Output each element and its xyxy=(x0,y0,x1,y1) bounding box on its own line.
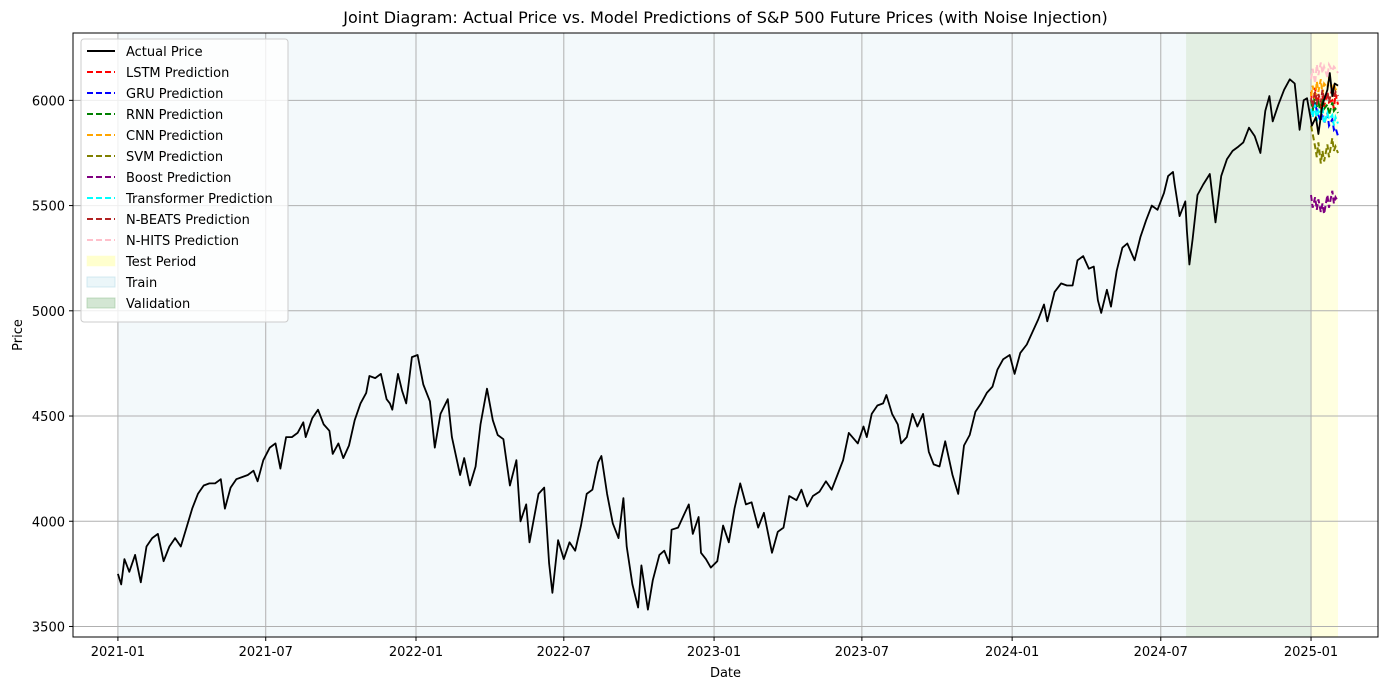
x-tick-label: 2024-07 xyxy=(1134,645,1188,660)
actual-price-line xyxy=(117,72,1339,611)
y-axis-ticks: 3500 4000 4500 5000 5500 6000 xyxy=(32,94,73,635)
series-svm-prediction xyxy=(1310,125,1339,164)
x-tick-label: 2021-01 xyxy=(91,645,145,660)
y-axis-label: Price xyxy=(11,319,26,351)
region-test-period xyxy=(1311,33,1338,637)
y-tick-label: 4500 xyxy=(32,410,65,425)
legend: Actual Price LSTM Prediction GRU Predictio… xyxy=(80,38,289,323)
legend-label: LSTM Prediction xyxy=(126,66,229,81)
plot-frame xyxy=(72,32,1379,638)
legend-swatch xyxy=(86,297,116,309)
series-gru-prediction xyxy=(1310,102,1339,137)
x-tick-label: 2023-07 xyxy=(835,645,889,660)
x-tick-label: 2022-07 xyxy=(537,645,591,660)
x-tick-label: 2024-01 xyxy=(985,645,1039,660)
x-axis-label: Date xyxy=(710,666,741,681)
legend-label: CNN Prediction xyxy=(126,129,223,144)
actual-price-series xyxy=(117,72,1339,611)
x-tick-label: 2023-01 xyxy=(687,645,741,660)
y-tick-label: 6000 xyxy=(32,94,65,109)
y-tick-label: 5000 xyxy=(32,305,65,320)
series-n-beats-prediction xyxy=(1310,87,1339,107)
region-validation xyxy=(1186,33,1312,637)
x-tick-label: 2021-07 xyxy=(239,645,293,660)
series-boost-prediction xyxy=(1310,190,1339,215)
x-tick-label: 2022-01 xyxy=(389,645,443,660)
shaded-regions xyxy=(117,33,1338,637)
legend-label: N-BEATS Prediction xyxy=(126,213,250,228)
legend-swatch xyxy=(86,276,116,288)
legend-swatch xyxy=(86,255,116,267)
series-n-hits-prediction xyxy=(1310,61,1339,84)
legend-label: N-HITS Prediction xyxy=(126,234,239,249)
region-train xyxy=(117,33,1187,637)
x-axis-ticks: 2021-01 2021-07 2022-01 2022-07 2023-01 2023-… xyxy=(91,637,1338,660)
legend-label: Validation xyxy=(126,297,190,312)
series-transformer-prediction xyxy=(1310,104,1339,126)
legend-label: Test Period xyxy=(125,255,196,270)
legend-label: GRU Prediction xyxy=(126,87,223,102)
y-tick-label: 3500 xyxy=(32,620,65,635)
x-tick-label: 2025-01 xyxy=(1284,645,1338,660)
chart-title: Joint Diagram: Actual Price vs. Model Pr… xyxy=(342,8,1108,27)
legend-label: Actual Price xyxy=(126,45,203,60)
grid-lines xyxy=(73,33,1378,637)
legend-label: Boost Prediction xyxy=(126,171,231,186)
y-tick-label: 5500 xyxy=(32,200,65,215)
legend-label: Transformer Prediction xyxy=(125,192,273,207)
legend-label: Train xyxy=(125,276,157,291)
y-tick-label: 4000 xyxy=(32,515,65,530)
legend-label: RNN Prediction xyxy=(126,108,223,123)
legend-box xyxy=(80,38,289,323)
legend-label: SVM Prediction xyxy=(126,150,223,165)
